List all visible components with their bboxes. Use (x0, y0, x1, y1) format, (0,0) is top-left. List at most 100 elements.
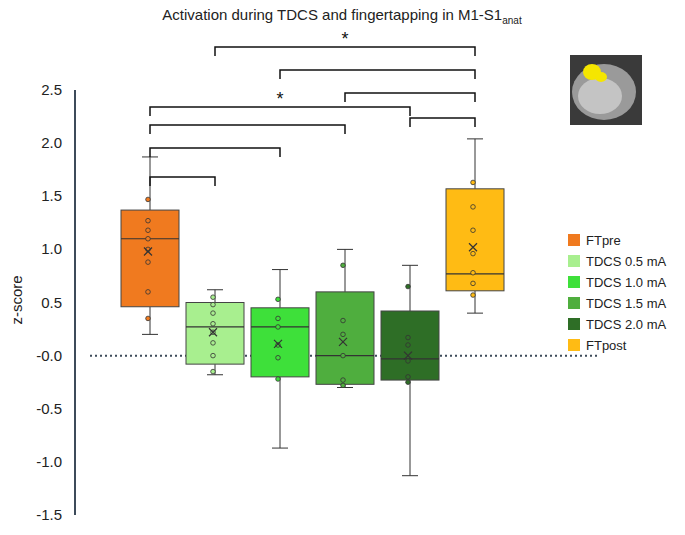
data-point (146, 290, 151, 295)
significance-bracket (150, 148, 280, 157)
whisker-cap-high (272, 269, 288, 270)
data-point (341, 318, 346, 323)
data-point (146, 228, 151, 233)
data-point (211, 341, 216, 346)
data-point (471, 228, 476, 233)
whisker-cap-high (467, 138, 483, 139)
legend-swatch (568, 234, 580, 246)
whisker-cap-high (402, 265, 418, 266)
whisker-cap-low (142, 334, 158, 335)
legend-label: TDCS 2.0 mA (586, 317, 667, 332)
whisker-cap-low (467, 313, 483, 314)
data-point (211, 369, 216, 374)
legend-swatch (568, 255, 580, 267)
box-group (316, 249, 374, 387)
box-group (251, 270, 309, 449)
legend-label: TDCS 0.5 mA (586, 254, 667, 269)
data-point (211, 321, 216, 326)
data-point (471, 281, 476, 286)
mean-marker (144, 248, 152, 256)
whisker-high (345, 249, 346, 292)
box (186, 303, 244, 365)
data-point (406, 335, 411, 340)
brain-inset (570, 55, 642, 125)
title: Activation during TDCS and fingertapping… (162, 6, 522, 26)
legend-swatch (568, 339, 580, 351)
data-point (211, 353, 216, 358)
legend-label: FTpre (586, 233, 621, 248)
data-point (276, 297, 281, 302)
data-point (406, 375, 411, 380)
significance-label: * (276, 89, 283, 109)
box (251, 308, 309, 377)
box (446, 189, 504, 291)
y-tick-label: 0.5 (41, 294, 62, 311)
inset-brain (572, 64, 636, 120)
y-tick-label: 1.5 (41, 187, 62, 204)
whisker-cap-low (207, 374, 223, 375)
y-tick-label: 1.0 (41, 240, 62, 257)
data-point (471, 180, 476, 185)
whisker-cap-low (272, 448, 288, 449)
data-point (146, 236, 151, 241)
data-point (146, 218, 151, 223)
data-point (341, 353, 346, 358)
y-tick-label: 2.5 (41, 81, 62, 98)
significance-bracket (150, 177, 215, 186)
whisker-cap-high (207, 289, 223, 290)
data-point (146, 260, 151, 265)
data-point (341, 383, 346, 388)
y-tick-label: -0.0 (36, 347, 62, 364)
y-axis-label: z-score (8, 275, 25, 324)
data-point (211, 295, 216, 300)
data-point (276, 325, 281, 330)
chart-container: Activation during TDCS and fingertapping… (0, 0, 685, 535)
data-point (276, 377, 281, 382)
data-point (406, 359, 411, 364)
legend-swatch (568, 276, 580, 288)
inset-roi (595, 72, 607, 82)
inset-background (570, 55, 642, 125)
median-line (186, 326, 244, 327)
whisker-cap-high (337, 249, 353, 250)
box-group (381, 265, 439, 475)
mean-marker (209, 328, 217, 336)
mean-marker (404, 352, 412, 360)
box (121, 210, 179, 307)
legend-swatch (568, 297, 580, 309)
significance-label: * (341, 29, 348, 49)
title-main: Activation during TDCS and fingertapping… (162, 6, 502, 23)
data-point (211, 311, 216, 316)
whisker-cap-low (402, 475, 418, 476)
data-point (471, 251, 476, 256)
data-point (341, 332, 346, 337)
mean-marker (469, 243, 477, 251)
legend-label: TDCS 1.5 mA (586, 296, 667, 311)
mean-marker (274, 340, 282, 348)
data-point (341, 378, 346, 383)
data-point (471, 270, 476, 275)
data-point (146, 197, 151, 202)
data-point (471, 205, 476, 210)
whisker-high (280, 270, 281, 308)
inset-brain-inner (578, 78, 622, 114)
significance-bracket (150, 125, 345, 134)
data-point (471, 293, 476, 298)
legend-swatch (568, 318, 580, 330)
y-tick-label: -0.5 (36, 400, 62, 417)
plot-area (90, 139, 600, 476)
box (381, 311, 439, 380)
whisker-low (410, 380, 411, 476)
significance-bracket (345, 93, 475, 102)
data-point (276, 316, 281, 321)
y-tick-label: -1.0 (36, 453, 62, 470)
data-point (341, 263, 346, 268)
chart-svg: Activation during TDCS and fingertapping… (0, 0, 685, 535)
data-point (211, 302, 216, 307)
whisker-low (280, 377, 281, 448)
y-tick-label: 2.0 (41, 134, 62, 151)
data-point (406, 284, 411, 289)
significance-bracket (280, 70, 475, 79)
data-point (406, 343, 411, 348)
data-point (406, 380, 411, 385)
